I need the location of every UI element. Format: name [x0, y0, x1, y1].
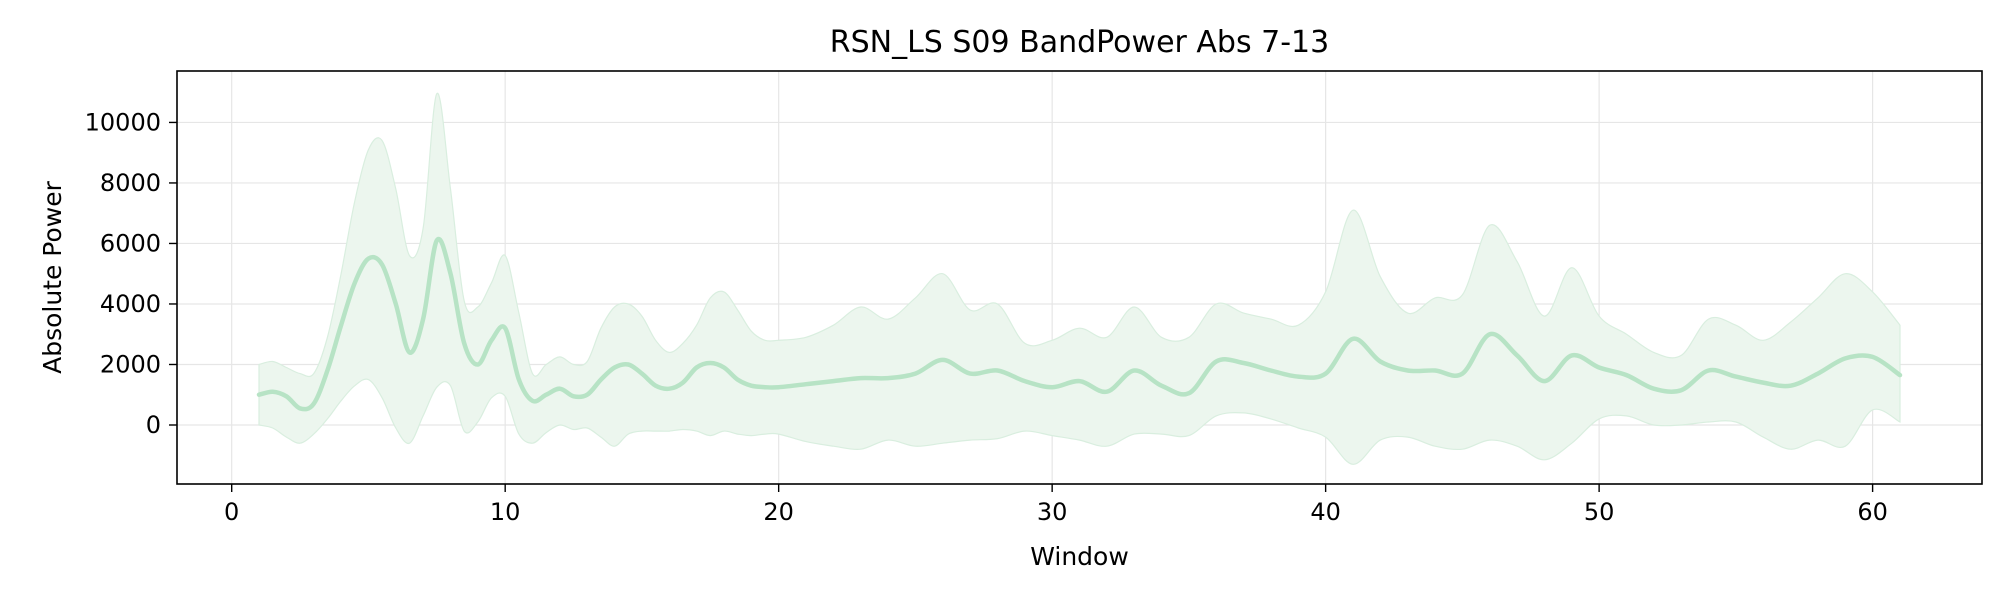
plot-frame	[176, 70, 1983, 485]
y-tick-label: 0	[146, 411, 161, 439]
ticks-layer: 0 10 20 30 40 50 60 0 2000 4000 6000 8000 10000	[85, 108, 1888, 526]
x-tick-label: 10	[490, 498, 521, 526]
y-tick-label: 6000	[100, 229, 161, 257]
x-tick-label: 20	[763, 498, 794, 526]
x-tick-label: 30	[1037, 498, 1068, 526]
x-tick-label: 60	[1857, 498, 1888, 526]
mean-line	[256, 236, 1903, 412]
y-tick-label: 4000	[100, 290, 161, 318]
y-axis-label: Absolute Power	[38, 180, 67, 374]
x-axis-label: Window	[1030, 542, 1129, 571]
x-tick-label: 40	[1310, 498, 1341, 526]
chart-title: RSN_LS S09 BandPower Abs 7-13	[830, 25, 1329, 60]
series-layer	[256, 93, 1903, 465]
x-tick-label: 50	[1584, 498, 1615, 526]
x-tick-label: 0	[224, 498, 239, 526]
y-tick-label: 10000	[85, 108, 161, 136]
y-tick-label: 8000	[100, 169, 161, 197]
confidence-band	[258, 93, 1901, 465]
y-tick-label: 2000	[100, 350, 161, 378]
